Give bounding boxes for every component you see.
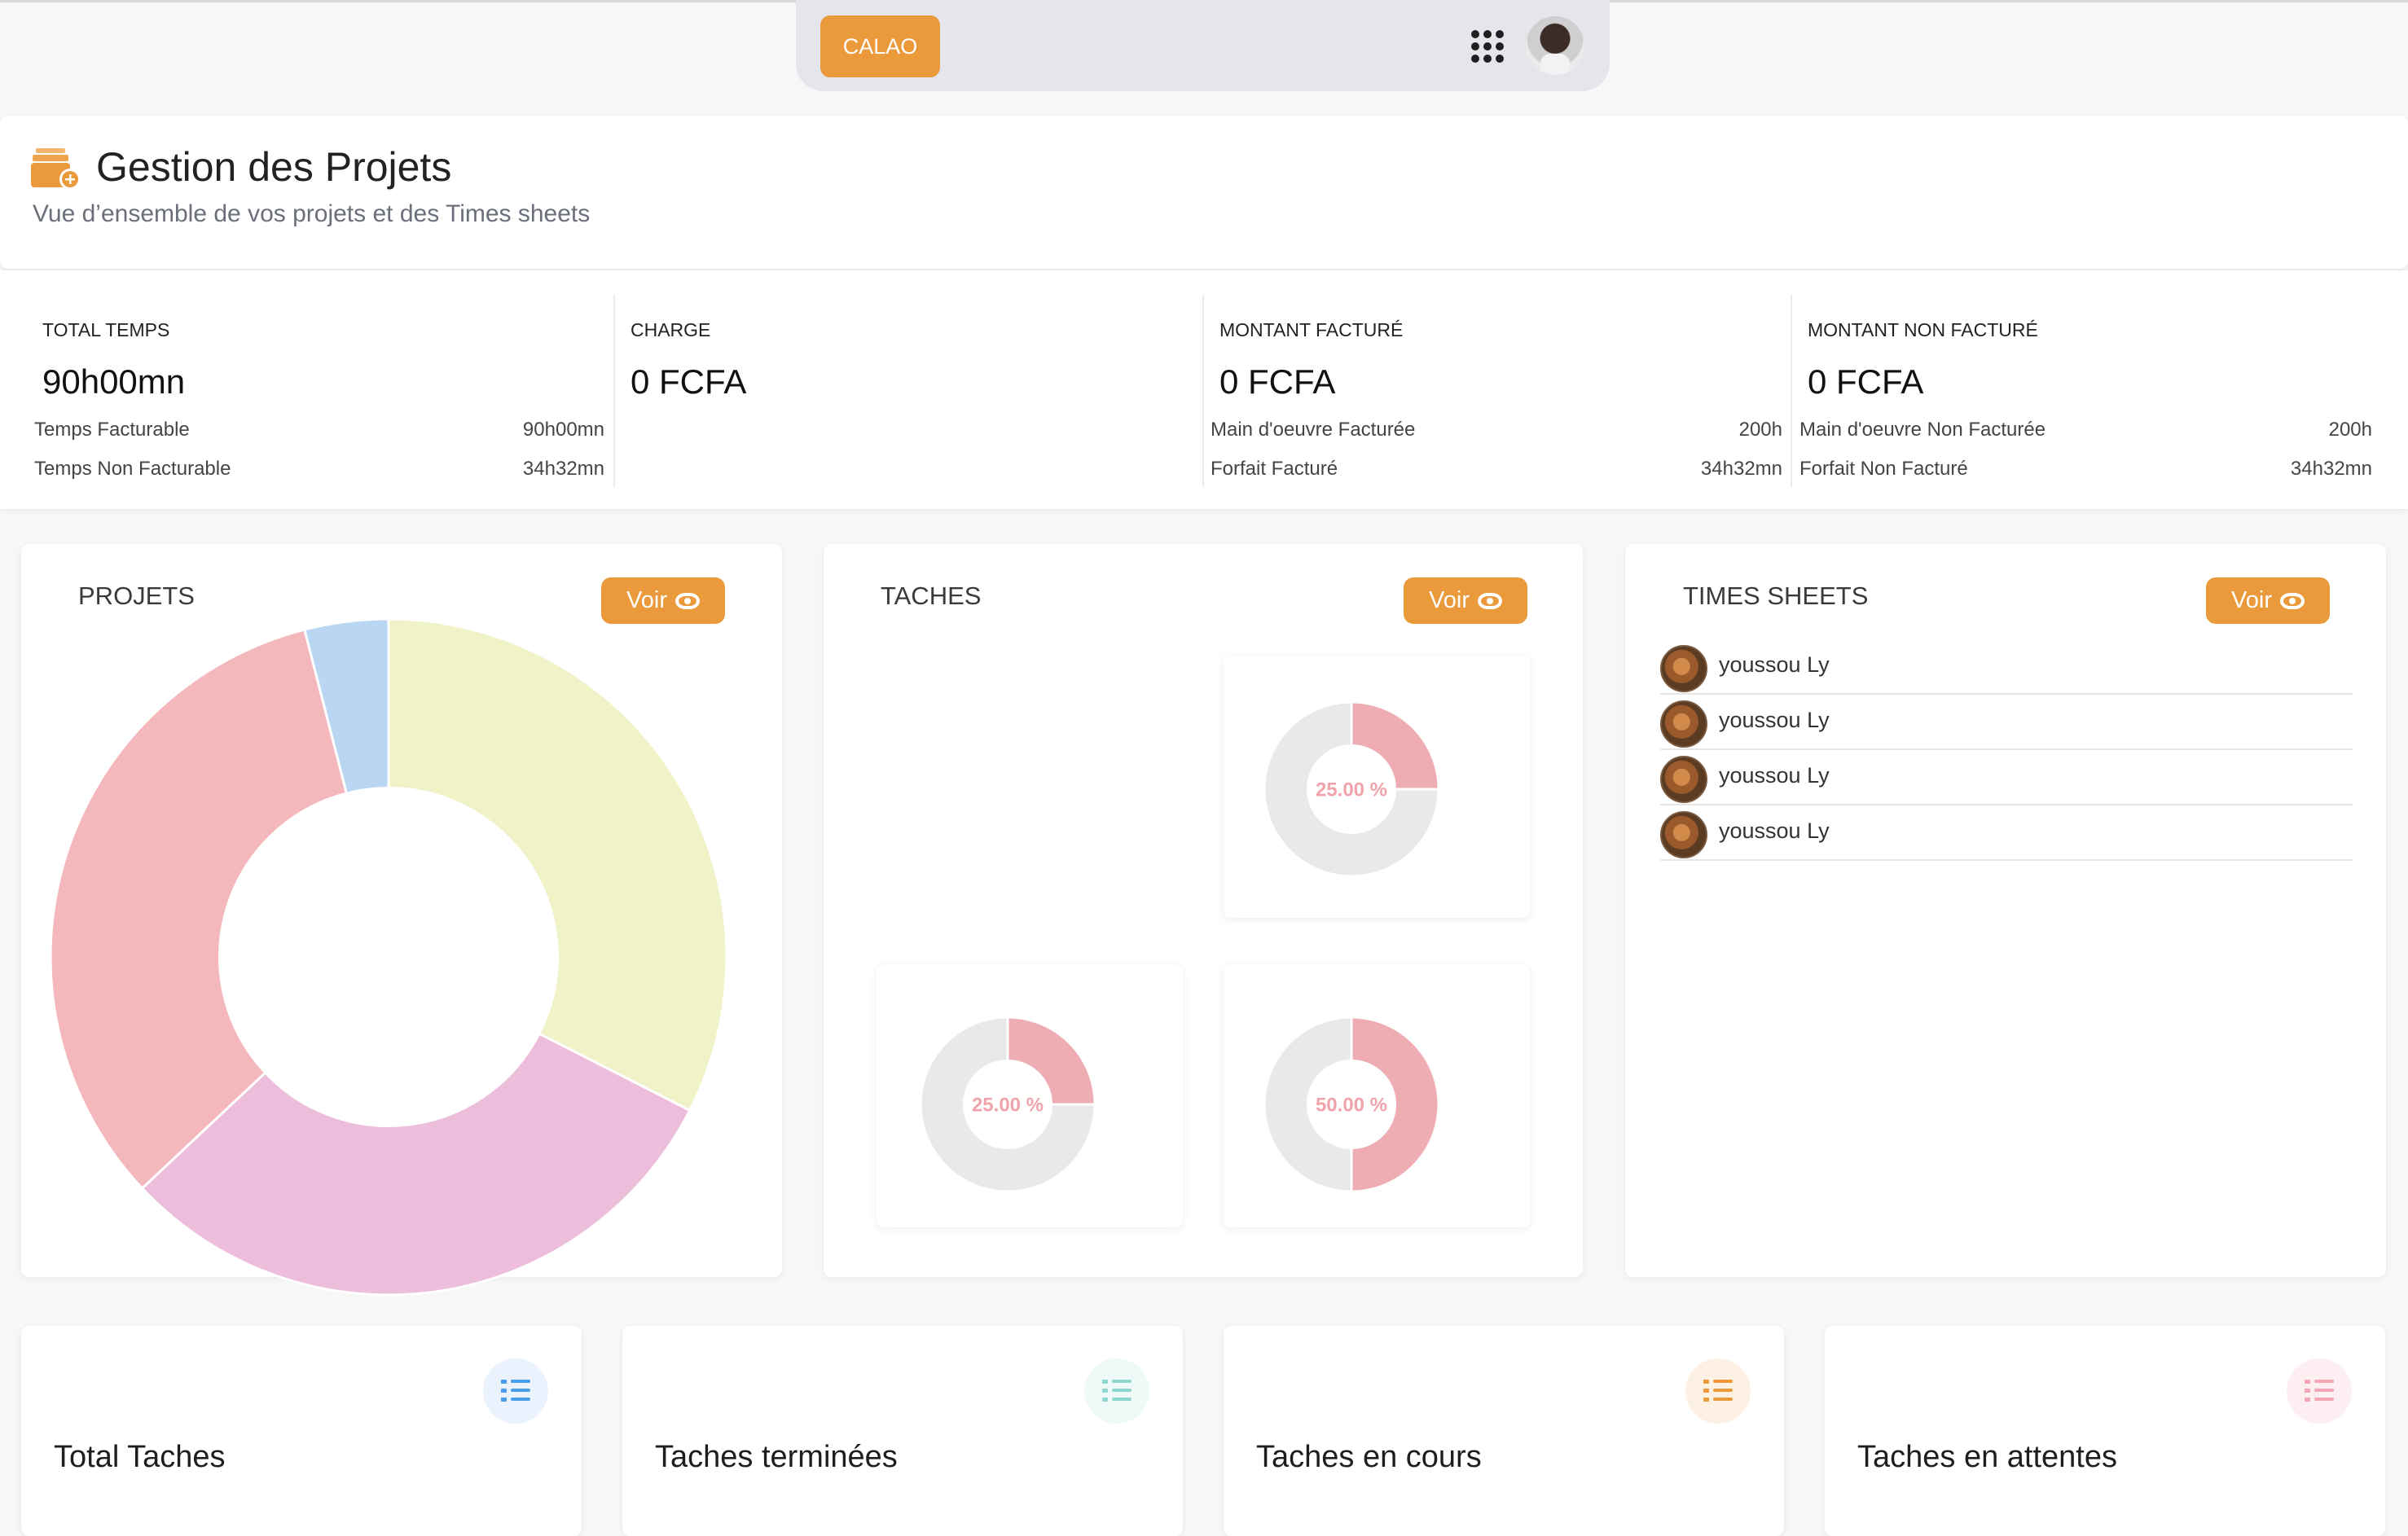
- stat-charge-value: 0 FCFA: [631, 362, 747, 401]
- donut-slice: [1006, 1016, 1096, 1106]
- stat-montant-facture-label: MONTANT FACTURÉ: [1219, 319, 1404, 340]
- stat-montant-non-facture-label: MONTANT NON FACTURÉ: [1808, 319, 2038, 340]
- voir-label: Voir: [2231, 587, 2272, 613]
- timesheet-entry[interactable]: youssou Ly: [1660, 695, 2353, 750]
- eye-icon: [675, 592, 700, 609]
- stat-row-label: Forfait Facturé: [1211, 458, 1338, 480]
- timesheets-title: TIMES SHEETS: [1683, 581, 1869, 610]
- stat-row-label: Temps Facturable: [34, 419, 190, 441]
- folder-add-icon: [31, 148, 81, 190]
- kpi-card-taches-en-attentes: Taches en attentes: [1825, 1326, 2385, 1536]
- stat-total-temps-label: TOTAL TEMPS: [42, 319, 170, 340]
- avatar: [1660, 645, 1707, 692]
- donut-slice: [49, 628, 349, 1191]
- stat-row-value: 34h32mn: [1700, 458, 1782, 480]
- kpi-card-taches-en-cours: Taches en cours: [1224, 1326, 1784, 1536]
- taches-voir-button[interactable]: Voir: [1404, 577, 1527, 624]
- timesheet-user-name: youssou Ly: [1719, 652, 1830, 677]
- stat-total-temps-value: 90h00mn: [42, 362, 186, 401]
- timesheets-card: [1625, 544, 2386, 1277]
- timesheet-entry[interactable]: youssou Ly: [1660, 639, 2353, 695]
- kpi-card-taches-terminees: Taches terminées: [622, 1326, 1183, 1536]
- donut-percent-label: 25.00 %: [972, 1094, 1044, 1116]
- projets-title: PROJETS: [78, 581, 195, 610]
- stat-row-label: Main d'oeuvre Facturée: [1211, 419, 1416, 441]
- kpi-title: Taches en attentes: [1857, 1440, 2117, 1474]
- task-list-icon: [1084, 1358, 1149, 1424]
- donut-slice: [1350, 1016, 1440, 1193]
- donut-slice: [140, 1032, 692, 1297]
- voir-label: Voir: [626, 587, 667, 613]
- projets-voir-button[interactable]: Voir: [601, 577, 725, 624]
- task-donut-card: 25.00 %: [877, 965, 1183, 1227]
- eye-icon: [2279, 592, 2305, 609]
- task-donut-card: 50.00 %: [1224, 965, 1530, 1227]
- donut-percent-label: 25.00 %: [1316, 779, 1387, 801]
- stat-charge-label: CHARGE: [631, 319, 711, 340]
- kpi-card-total-taches: Total Taches: [21, 1326, 582, 1536]
- task-donut-chart: 25.00 %: [1263, 700, 1440, 878]
- task-donut-chart: 50.00 %: [1263, 1016, 1440, 1193]
- kpi-title: Taches terminées: [655, 1440, 898, 1474]
- donut-slice: [302, 617, 390, 795]
- donut-slice: [387, 617, 728, 1113]
- stat-row-value: 90h00mn: [522, 419, 604, 441]
- donut-slice: [919, 1016, 1096, 1193]
- stat-row-value: 200h: [1738, 419, 1782, 441]
- kpi-title: Taches en cours: [1256, 1440, 1482, 1474]
- timesheet-user-name: youssou Ly: [1719, 763, 1830, 788]
- stat-divider: [1202, 295, 1204, 487]
- page-header: [0, 116, 2408, 269]
- stat-divider: [613, 295, 615, 487]
- donut-slice: [1263, 1016, 1353, 1193]
- avatar: [1660, 700, 1707, 748]
- stat-divider: [1791, 295, 1792, 487]
- task-list-icon: [2287, 1358, 2352, 1424]
- projets-donut-chart: [49, 617, 728, 1297]
- task-list-icon: [483, 1358, 548, 1424]
- task-list-icon: [1685, 1358, 1751, 1424]
- stat-row-value: 34h32mn: [522, 458, 604, 480]
- task-donut-card: 25.00 %: [1224, 656, 1530, 918]
- donut-slice: [1350, 700, 1440, 791]
- stat-montant-facture-value: 0 FCFA: [1219, 362, 1336, 401]
- eye-icon: [1477, 592, 1502, 609]
- user-avatar[interactable]: [1526, 16, 1584, 75]
- stat-row-label: Main d'oeuvre Non Facturée: [1799, 419, 2046, 441]
- stat-row-label: Forfait Non Facturé: [1799, 458, 1968, 480]
- stat-row-value: 34h32mn: [2290, 458, 2372, 480]
- kpi-title: Total Taches: [54, 1440, 226, 1474]
- timesheet-entry[interactable]: youssou Ly: [1660, 750, 2353, 805]
- timesheet-user-name: youssou Ly: [1719, 708, 1830, 732]
- avatar: [1660, 811, 1707, 858]
- timesheet-user-name: youssou Ly: [1719, 818, 1830, 843]
- stat-montant-non-facture-value: 0 FCFA: [1808, 362, 1924, 401]
- donut-slice: [1263, 700, 1440, 878]
- stat-row-label: Temps Non Facturable: [34, 458, 231, 480]
- timesheet-entry[interactable]: youssou Ly: [1660, 805, 2353, 861]
- stat-row-value: 200h: [2328, 419, 2372, 441]
- task-donut-chart: 25.00 %: [919, 1016, 1096, 1193]
- voir-label: Voir: [1429, 587, 1470, 613]
- calao-app-button[interactable]: CALAO: [820, 15, 940, 77]
- apps-grid-icon[interactable]: [1471, 30, 1504, 63]
- taches-title: TACHES: [881, 581, 982, 610]
- page-title: Gestion des Projets: [96, 144, 452, 190]
- avatar: [1660, 756, 1707, 803]
- stats-strip: [0, 270, 2408, 509]
- timesheets-voir-button[interactable]: Voir: [2206, 577, 2330, 624]
- donut-percent-label: 50.00 %: [1316, 1094, 1387, 1116]
- page-subtitle: Vue d’ensemble de vos projets et des Tim…: [33, 200, 591, 227]
